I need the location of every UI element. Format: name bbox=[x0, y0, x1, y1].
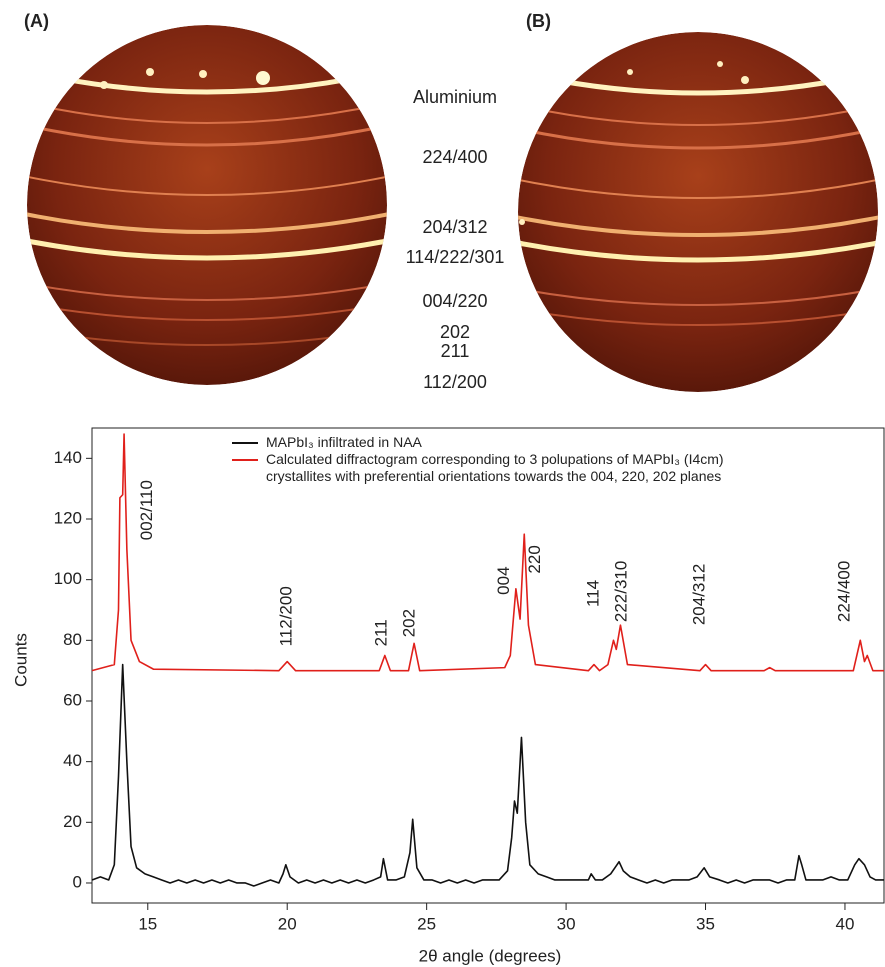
y-tick-label: 80 bbox=[63, 630, 82, 649]
peak-label: 004 bbox=[494, 566, 513, 594]
peak-label: 114 bbox=[583, 580, 602, 607]
y-axis-label: Counts bbox=[11, 633, 30, 687]
peak-label: 220 bbox=[525, 545, 544, 573]
y-tick-label: 40 bbox=[63, 751, 82, 770]
y-tick-label: 60 bbox=[63, 690, 82, 709]
legend-label: MAPbI₃ infiltrated in NAA bbox=[266, 434, 422, 450]
peak-label: 112/200 bbox=[277, 586, 296, 646]
ring-label: 202 bbox=[440, 322, 470, 342]
diffraction-image-a bbox=[27, 25, 387, 385]
legend: MAPbI₃ infiltrated in NAA Calculated diff… bbox=[232, 434, 792, 485]
peak-label: 222/310 bbox=[611, 561, 630, 622]
legend-item: MAPbI₃ infiltrated in NAA bbox=[232, 434, 792, 451]
y-tick-label: 100 bbox=[54, 569, 82, 588]
peak-label: 202 bbox=[399, 609, 418, 637]
legend-swatch bbox=[232, 459, 258, 461]
ring-label: 224/400 bbox=[422, 147, 487, 167]
plot-frame bbox=[91, 427, 885, 904]
ring-label: 114/222/301 bbox=[406, 247, 505, 267]
x-tick-label: 30 bbox=[557, 914, 576, 933]
ring-label: 004/220 bbox=[422, 291, 487, 311]
x-tick-label: 20 bbox=[278, 914, 297, 933]
legend-label: Calculated diffractogram corresponding t… bbox=[266, 451, 724, 484]
y-tick-label: 0 bbox=[73, 872, 82, 891]
peak-label: 224/400 bbox=[834, 561, 853, 622]
peak-label: 002/110 bbox=[137, 480, 156, 540]
series-line bbox=[91, 663, 884, 887]
x-axis-label: 2θ angle (degrees) bbox=[419, 946, 562, 965]
panel-label: (A) bbox=[24, 11, 49, 31]
peak-label: 204/312 bbox=[689, 564, 708, 625]
x-tick-label: 25 bbox=[417, 914, 436, 933]
y-tick-label: 120 bbox=[54, 508, 82, 527]
ring-label: 204/312 bbox=[422, 217, 487, 237]
diffraction-image-b bbox=[518, 32, 878, 392]
series-line bbox=[91, 433, 884, 672]
y-tick-label: 140 bbox=[54, 448, 82, 467]
x-tick-label: 40 bbox=[835, 914, 854, 933]
ring-label: Aluminium bbox=[413, 87, 497, 107]
y-tick-label: 20 bbox=[63, 812, 82, 831]
x-tick-label: 15 bbox=[138, 914, 157, 933]
legend-swatch bbox=[232, 442, 258, 444]
x-tick-label: 35 bbox=[696, 914, 715, 933]
panel-label: (B) bbox=[526, 11, 551, 31]
legend-item: Calculated diffractogram corresponding t… bbox=[232, 451, 792, 485]
peak-label: 211 bbox=[372, 619, 391, 646]
ring-label: 112/200 bbox=[423, 372, 487, 392]
ring-label: 211 bbox=[441, 341, 470, 361]
